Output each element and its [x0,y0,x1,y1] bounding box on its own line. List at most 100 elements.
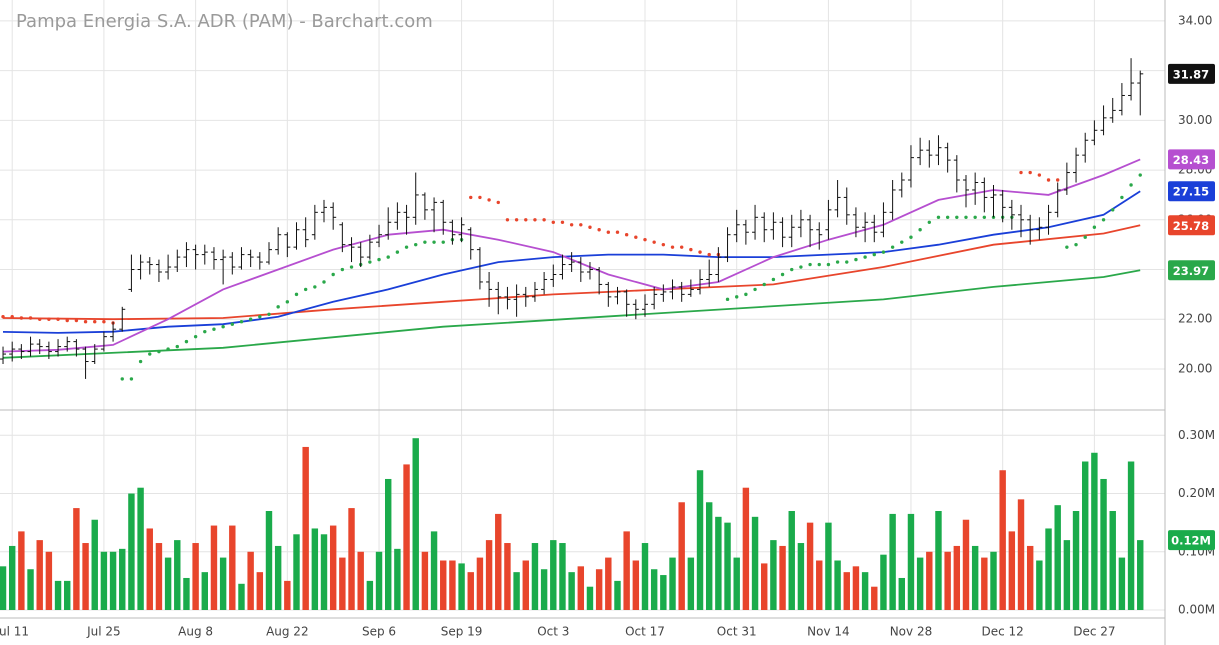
sar-dot [432,240,436,244]
volume-bar [183,577,190,610]
moving-average-line [2,190,1141,334]
volume-bar [907,513,915,610]
sar-dot [780,272,785,277]
volume-bar [550,540,557,610]
sar-dot [982,215,987,220]
sar-dot [166,347,170,351]
sar-dot [918,228,922,232]
volume-bar [73,508,80,610]
sar-dot [212,327,216,331]
sar-dot [579,223,583,227]
sar-dot [157,349,161,354]
sar-dot [634,235,638,239]
volume-bar [568,572,575,610]
sar-dot [377,257,381,262]
volume-bar [329,525,337,610]
volume-tick-label: 0.00M [1178,603,1215,617]
volume-bar [962,519,970,610]
volume-bar [779,545,786,610]
sar-dot [881,250,886,254]
sar-dot [845,260,849,264]
volume-tick-label: 0.20M [1178,486,1215,500]
volume-bar [357,551,364,610]
volume-bar [816,560,823,610]
sar-dot [239,320,244,324]
volume-bar [128,493,135,610]
sar-dot [615,230,620,234]
volume-bar [201,572,208,610]
sar-dot [349,265,354,269]
volume-bar [64,580,71,610]
volume-bar [871,586,878,610]
volume-bar [834,560,841,610]
sar-dot [386,255,390,259]
volume-bar [274,545,282,610]
sar-dot [184,339,189,344]
sar-dot [93,320,97,324]
volume-bar [467,572,474,610]
sar-dot [313,285,317,289]
volume-bar [155,543,163,610]
sar-dot [340,267,345,272]
volume-bar [531,543,539,610]
x-tick-label: Dec 27 [1073,625,1115,639]
sar-dot [597,228,601,232]
sar-dot [964,215,968,220]
y-tick-label: 34.00 [1178,13,1212,27]
volume-bar [916,557,924,610]
sar-dot [542,218,546,222]
sar-dot [487,198,491,202]
sar-dot [808,262,812,267]
volume-bar [1118,557,1126,610]
x-tick-label: Nov 14 [807,625,850,639]
sar-dot [10,315,14,319]
volume-bar [953,545,961,610]
sar-dot [1055,178,1060,182]
sar-dot [744,292,748,297]
sar-dot [230,322,235,326]
volume-bar [1127,461,1135,610]
sar-dot [652,240,656,244]
sar-dot [28,316,33,320]
plot-area [0,58,1144,610]
volume-bar [229,525,236,610]
volume-bar [1072,511,1080,610]
volume-bar [650,569,658,610]
volume-bar [990,551,997,610]
sar-dot [1028,170,1032,175]
volume-bar [669,557,676,610]
volume-bar [119,548,126,610]
sar-dot [679,245,684,249]
volume-bar [394,548,401,610]
moving-average-line [2,269,1141,359]
volume-bar [880,554,887,610]
volume-bar [522,560,529,610]
volume-bar [513,572,520,610]
last-value-flags: 23.97 25.78 27.15 28.43 31.87 0.12M [1168,63,1215,551]
volume-bar [82,543,89,610]
volume-bar [440,560,447,610]
sar-dot [395,250,400,254]
sar-dot [496,200,500,205]
sar-dot [404,245,409,249]
volume-bar [1017,499,1025,610]
volume-bar [449,560,456,610]
x-tick-label: Sep 6 [362,625,396,639]
sar-dot [258,315,262,319]
volume-bar [192,543,199,610]
x-tick-label: Jul 25 [86,625,121,639]
sar-dot [955,215,959,220]
sar-dot [303,287,308,292]
volume-bar [797,543,805,610]
volume-bar [164,557,172,610]
sar-dot [817,262,821,267]
sar-dot [689,247,693,252]
sar-dot [524,218,528,222]
volume-bar [806,522,814,610]
x-tick-label: Oct 31 [717,625,757,639]
volume-bar [430,531,438,610]
volume-bar [898,577,906,610]
volume-bar [632,560,640,610]
volume-bar [1082,461,1089,610]
